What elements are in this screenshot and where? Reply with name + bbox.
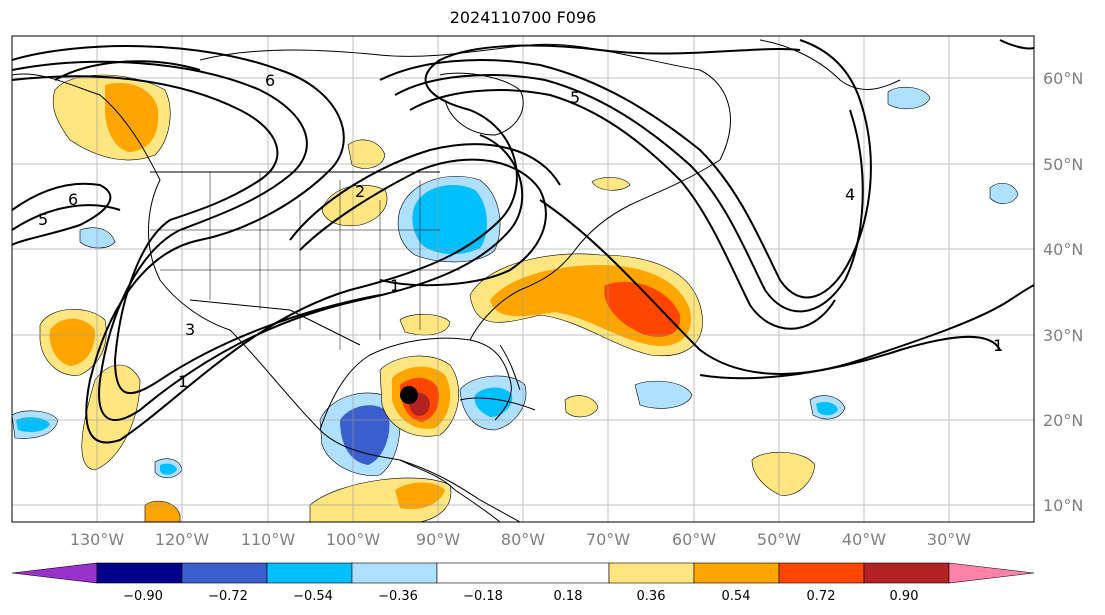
lon-label-130w: 130°W: [70, 530, 125, 549]
contour-5: [289, 143, 561, 241]
contour-label-3: 2: [355, 182, 365, 201]
shade-small-blue2: [160, 463, 177, 475]
shade-lakes-blue: [412, 185, 487, 255]
contour-label-7: 6: [265, 71, 275, 90]
shade-pac-orange: [49, 318, 96, 366]
colorbar-swatch-2: [181, 562, 268, 584]
colorbar-swatch-0: [11, 562, 98, 584]
gulf-coast: [319, 337, 512, 431]
lat-label-20n: 20°N: [1043, 411, 1083, 430]
latitude-labels: 60°N 50°N 40°N 30°N 20°N 10°N: [1043, 69, 1083, 515]
contour-8: [409, 89, 836, 330]
contour-labels: 5 6 2 1 3 1 6 5 1 4: [38, 71, 1003, 391]
contour-label-4: 1: [178, 372, 188, 391]
shade-central-orange: [395, 482, 445, 510]
contour-label-10: 4: [845, 185, 855, 204]
lon-label-60w: 60°W: [672, 530, 716, 549]
colorbar-swatch-3: [266, 562, 353, 584]
lon-label-40w: 40°W: [842, 530, 886, 549]
state-lines: [150, 172, 460, 350]
graticule: [12, 36, 1034, 522]
height-contours: [12, 39, 1034, 444]
shade-cuba-blue: [474, 387, 513, 417]
central-america: [399, 459, 501, 522]
contour-2: [12, 60, 524, 421]
longitude-labels: 130°W 120°W 110°W 100°W 90°W 80°W 70°W 6…: [70, 530, 971, 549]
shade-ne-yellow: [591, 177, 631, 191]
shade-atl-lightblue: [634, 380, 693, 409]
contour-4: [299, 158, 547, 287]
contour-6: [379, 39, 872, 299]
lon-label-30w: 30°W: [927, 530, 971, 549]
lat-label-10n: 10°N: [1043, 496, 1083, 515]
storm-center-marker: [400, 386, 418, 404]
colorbar-swatch-5: [436, 562, 610, 584]
colorbar-tick-0: −0.90: [123, 589, 163, 604]
lon-label-90w: 90°W: [416, 530, 460, 549]
lon-label-50w: 50°W: [757, 530, 801, 549]
contour-1: [12, 44, 801, 444]
north-america-coast: [12, 73, 521, 522]
lat-label-40n: 40°N: [1043, 240, 1083, 259]
shade-atl-blue3: [989, 182, 1019, 204]
lat-label-30n: 30°N: [1043, 326, 1083, 345]
colorbar-tick-5: 0.18: [554, 589, 583, 604]
colorbar-swatch-4: [351, 562, 438, 584]
contour-label-6: 1: [390, 276, 400, 295]
greenland-coast: [759, 39, 901, 90]
lat-label-60n: 60°N: [1043, 69, 1083, 88]
lon-label-120w: 120°W: [155, 530, 210, 549]
florida: [499, 344, 521, 391]
contour-14: [999, 39, 1034, 50]
lon-label-100w: 100°W: [326, 530, 381, 549]
contour-label-9: 1: [993, 336, 1003, 355]
colorbar-tick-3: −0.36: [378, 589, 418, 604]
shade-alaska-orange: [105, 82, 159, 152]
shade-east-yellow: [751, 451, 816, 496]
lon-label-110w: 110°W: [241, 530, 296, 549]
contour-label-8: 5: [570, 88, 580, 107]
colorbar-tick-4: −0.18: [463, 589, 503, 604]
contour-label-5: 3: [185, 320, 195, 339]
contour-13: [54, 60, 201, 81]
shade-mid-blue2: [816, 402, 838, 416]
colorbar-tick-7: 0.54: [722, 589, 751, 604]
colorbar-tick-6: 0.36: [637, 589, 666, 604]
colorbar-swatch-6: [608, 562, 695, 584]
map-frame: [11, 35, 1035, 523]
colorbar-swatch-7: [693, 562, 780, 584]
colorbar: [11, 562, 1035, 584]
colorbar-tick-1: −0.72: [208, 589, 248, 604]
colorbar-ticks: −0.90 −0.72 −0.54 −0.36 −0.18 0.18 0.36 …: [123, 589, 918, 604]
shade-montana-yellow: [347, 139, 386, 169]
shade-caribbean-yellow: [564, 395, 599, 418]
colorbar-swatch-8: [778, 562, 865, 584]
colorbar-swatch-10: [948, 562, 1035, 584]
contour-label-2: 6: [68, 190, 78, 209]
map-title: 2024110700 F096: [449, 8, 597, 27]
contour-3: [12, 75, 381, 395]
lon-label-80w: 80°W: [501, 530, 545, 549]
cuba-line: [459, 397, 536, 411]
east-coast: [469, 159, 721, 341]
colorbar-swatch-1: [96, 562, 183, 584]
contour-12: [12, 204, 121, 231]
colorbar-tick-2: −0.54: [293, 589, 333, 604]
lat-label-50n: 50°N: [1043, 155, 1083, 174]
colorbar-tick-8: 0.72: [807, 589, 836, 604]
colorbar-tick-9: 0.90: [890, 589, 919, 604]
contour-11: [12, 182, 112, 246]
colorbar-swatch-9: [863, 562, 950, 584]
lon-label-70w: 70°W: [586, 530, 630, 549]
contour-10: [699, 335, 1001, 380]
shade-atl-red: [604, 281, 681, 337]
contour-7: [394, 74, 864, 313]
shade-west-blue2: [16, 417, 50, 432]
shade-greenland-blue: [887, 86, 931, 110]
contour-label-1: 5: [38, 210, 48, 229]
